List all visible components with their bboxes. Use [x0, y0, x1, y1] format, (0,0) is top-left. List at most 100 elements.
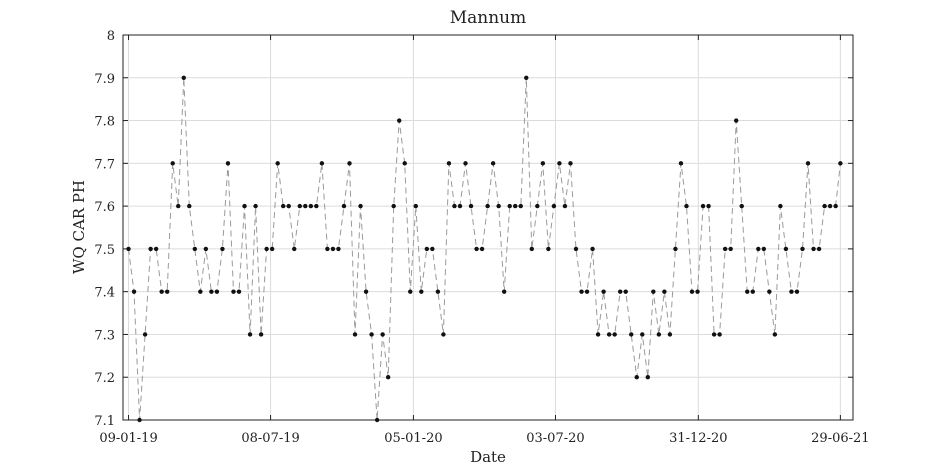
data-point [148, 246, 153, 252]
data-point [369, 332, 374, 337]
plot-frame [122, 34, 854, 421]
data-point [778, 203, 783, 209]
data-point [529, 246, 534, 252]
data-point [424, 246, 430, 252]
data-point [789, 289, 794, 294]
data-point [452, 203, 457, 209]
data-point [142, 332, 148, 337]
data-point [734, 118, 739, 123]
data-point [540, 161, 546, 166]
data-point [794, 289, 800, 294]
y-tick-label: 7.6 [94, 200, 115, 215]
data-point [805, 161, 811, 166]
data-point [623, 289, 628, 294]
data-point [457, 203, 463, 209]
data-point [557, 161, 562, 166]
data-point [198, 289, 203, 294]
data-point [535, 203, 540, 209]
data-point [601, 289, 606, 294]
data-point [253, 203, 258, 209]
data-point [750, 289, 755, 294]
data-point [612, 332, 617, 337]
x-tick-label: 08-07-19 [241, 431, 299, 446]
data-point [739, 203, 744, 209]
data-point [236, 289, 242, 294]
x-tick-label: 31-12-20 [669, 431, 727, 446]
data-point [430, 246, 435, 252]
y-tick-label: 7.1 [94, 414, 115, 429]
data-point [397, 118, 402, 123]
chart-title: Mannum [450, 8, 527, 28]
data-point [595, 332, 601, 337]
tick-labels: 7.1 7.2 7.3 7.4 7.5 7.6 7.7 7.8 7.9 8 09-01-19 08-0… [94, 29, 869, 446]
y-tick-label: 7.3 [94, 328, 115, 343]
data-point [833, 203, 838, 209]
data-point [490, 161, 496, 166]
data-point [662, 289, 667, 294]
data-point [634, 375, 639, 380]
data-point [275, 161, 280, 166]
data-point [181, 75, 186, 80]
data-point [231, 289, 236, 294]
data-point [225, 161, 231, 166]
data-point [170, 161, 175, 166]
data-point [717, 332, 722, 337]
data-point [651, 289, 656, 294]
data-point [153, 246, 159, 252]
data-point [496, 203, 501, 209]
data-point [468, 203, 474, 209]
data-point [568, 161, 573, 166]
data-point [308, 203, 314, 209]
y-axis-label: WQ CAR PH [70, 180, 88, 274]
data-point [579, 289, 584, 294]
x-axis-label: Date [470, 448, 506, 466]
data-point [137, 417, 142, 423]
data-point [352, 332, 358, 337]
data-point [524, 75, 529, 80]
y-tick-label: 7.9 [94, 72, 115, 87]
data-point [474, 246, 479, 252]
data-point [413, 203, 418, 209]
data-point [673, 246, 678, 252]
x-tick-label: 05-01-20 [384, 431, 442, 446]
data-point [319, 161, 325, 166]
data-point [363, 289, 369, 294]
data-point [645, 375, 651, 380]
data-point [336, 246, 341, 252]
data-point [187, 203, 192, 209]
data-point [297, 203, 302, 209]
y-tick-label: 7.7 [94, 157, 115, 172]
data-point [584, 289, 590, 294]
data-point [159, 289, 164, 294]
data-point [485, 203, 490, 209]
data-point [656, 332, 662, 337]
data-point [176, 203, 181, 209]
data-point [264, 246, 269, 252]
data-point [408, 289, 413, 294]
data-point [816, 246, 822, 252]
data-point [347, 161, 352, 166]
data-point [391, 203, 396, 209]
data-point [546, 246, 551, 252]
data-point [783, 246, 789, 252]
data-point [700, 203, 706, 209]
data-point [761, 246, 767, 252]
data-point [722, 246, 728, 252]
data-point [590, 246, 595, 252]
data-point [385, 375, 391, 380]
x-tick-label: 09-01-19 [99, 431, 157, 446]
data-point [501, 289, 507, 294]
data-point [126, 246, 131, 252]
data-point [341, 203, 347, 209]
data-point [822, 203, 827, 209]
y-tick-label: 7.5 [94, 243, 115, 258]
data-point [374, 417, 380, 423]
data-point [695, 289, 700, 294]
data-point [689, 289, 695, 294]
data-point [606, 332, 612, 337]
y-tick-label: 7.4 [94, 286, 115, 301]
data-point [551, 203, 557, 209]
data-point [314, 203, 319, 209]
data-point [286, 203, 291, 209]
